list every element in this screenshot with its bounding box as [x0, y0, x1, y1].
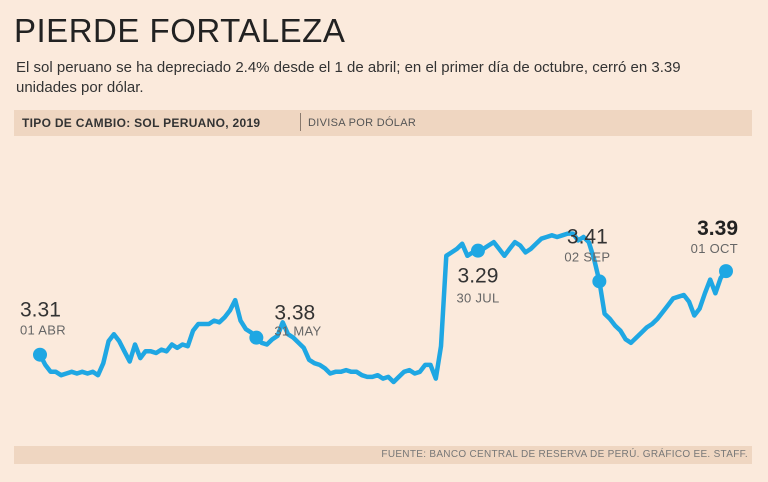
annotation-value-3: 3.29 — [458, 265, 499, 288]
page-subtitle: El sol peruano se ha depreciado 2.4% des… — [16, 59, 681, 96]
annotation-point-2 — [249, 330, 264, 345]
chart-unit: DIVISA POR DÓLAR — [308, 117, 417, 129]
annotation-date-4: 02 SEP — [564, 249, 610, 264]
annotation-date-5: 01 OCT — [691, 241, 738, 256]
annotation-point-4 — [592, 274, 607, 289]
annotation-point-3 — [470, 243, 485, 258]
source-bar: FUENTE: BANCO CENTRAL DE RESERVA DE PERÚ… — [14, 446, 752, 464]
chart-label-bar: TIPO DE CAMBIO: SOL PERUANO, 2019 DIVISA… — [14, 110, 752, 136]
label-divider — [300, 113, 301, 131]
annotation-point-5 — [719, 264, 733, 279]
series-line-pen-usd — [37, 231, 729, 385]
source-credit: FUENTE: BANCO CENTRAL DE RESERVA DE PERÚ… — [381, 449, 748, 460]
annotation-point-1 — [33, 347, 47, 362]
annotation-date-1: 01 ABR — [20, 323, 66, 338]
annotation-value-1: 3.31 — [20, 299, 61, 322]
annotation-value-2: 3.38 — [274, 302, 315, 325]
annotation-date-2: 31 MAY — [274, 324, 321, 339]
annotation-value-5: 3.39 — [697, 217, 738, 240]
line-layer — [37, 231, 729, 385]
annotation-date-3: 30 JUL — [456, 291, 499, 306]
annotation-value-4: 3.41 — [567, 225, 608, 248]
marker-layer — [33, 243, 733, 362]
page-title: PIERDE FORTALEZA — [14, 12, 346, 49]
chart-title: TIPO DE CAMBIO: SOL PERUANO, 2019 — [22, 116, 261, 130]
